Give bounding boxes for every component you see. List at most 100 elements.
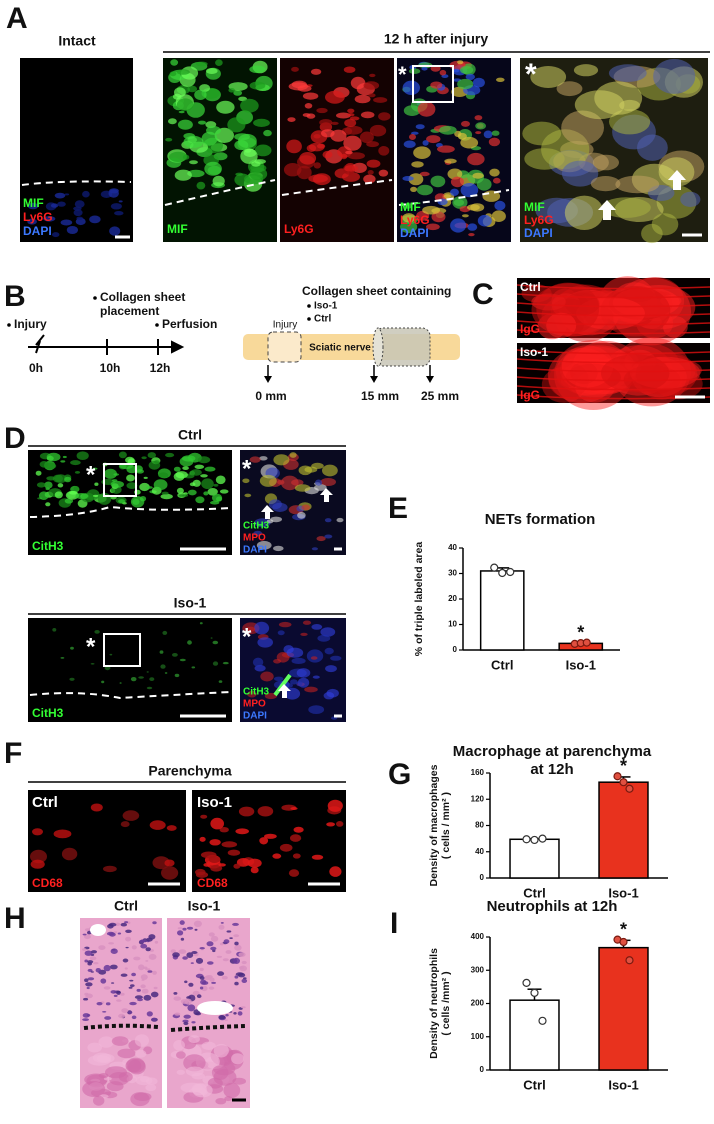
texture [416,184,433,196]
distance-label: 25 mm [421,389,459,403]
texture [87,968,93,972]
texture [66,226,78,234]
channel-label: DAPI [23,224,52,238]
data-point [530,835,539,845]
charts: NETs formation % of triple labeled area 0 1… [413,511,668,1092]
texture [140,974,148,980]
texture [273,676,284,681]
texture [278,621,292,628]
texture [111,982,115,984]
texture [103,865,117,873]
texture [234,975,239,979]
texture [148,953,157,960]
texture [415,124,425,130]
texture [210,935,219,942]
texture [516,376,711,382]
texture [378,112,391,121]
texture [310,656,318,660]
texture [128,986,133,989]
texture [93,494,99,497]
texture [546,312,577,339]
texture [491,130,500,136]
texture [426,223,440,231]
arrow-head [370,376,378,383]
data-point [619,778,628,787]
texture [277,479,285,485]
diagram-label: Sciatic nerve [309,343,371,354]
y-tick-label: 0 [480,873,485,882]
texture [468,233,475,237]
texture [195,871,209,878]
texture [345,150,353,155]
texture [233,90,243,96]
texture [118,451,127,459]
texture [145,960,149,962]
texture [291,479,304,486]
texture [263,129,272,137]
texture [227,117,246,133]
texture [174,169,192,181]
texture [212,175,225,187]
texture [259,474,277,487]
texture [315,479,323,486]
texture [290,679,298,685]
texture [402,80,420,96]
texture [203,863,211,867]
arrow [668,170,686,190]
texture [64,193,70,196]
texture [601,354,670,393]
texture [83,997,89,1001]
heading: 12 h after injury [384,31,488,47]
texture [146,1011,153,1017]
texture [94,482,99,486]
texture [122,958,129,963]
texture [209,839,221,846]
texture [201,478,214,490]
texture [195,496,205,504]
texture [219,827,229,833]
texture [640,366,683,400]
texture [131,945,137,950]
texture [330,655,342,661]
texture [191,1021,196,1024]
texture [102,1011,107,1013]
texture [319,119,333,126]
texture [619,99,641,111]
texture [206,125,221,135]
texture [162,630,168,635]
texture [211,981,217,984]
texture [183,1014,191,1019]
texture [240,98,259,113]
bullet [155,323,159,327]
texture [196,181,206,190]
texture [215,475,226,485]
texture [443,194,451,199]
texture [198,120,206,125]
texture [450,176,464,188]
texture [131,972,137,977]
texture [82,190,90,198]
texture [191,951,198,954]
position-arrow-heads [264,376,434,383]
texture [247,858,262,868]
texture [73,486,79,491]
texture [403,140,416,148]
texture [212,661,219,666]
texture [179,658,186,662]
texture [111,1036,129,1046]
texture [182,1019,189,1023]
texture [182,927,187,931]
texture [206,68,218,74]
texture [288,869,300,877]
texture [96,1002,103,1006]
texture [105,1066,127,1079]
group-label: Iso-1 [188,898,221,914]
texture [27,218,37,225]
bullets [7,296,311,327]
texture [283,163,302,177]
texture [631,357,687,398]
texture [241,960,247,965]
texture [73,209,83,217]
texture [116,990,121,995]
texture [194,89,207,101]
